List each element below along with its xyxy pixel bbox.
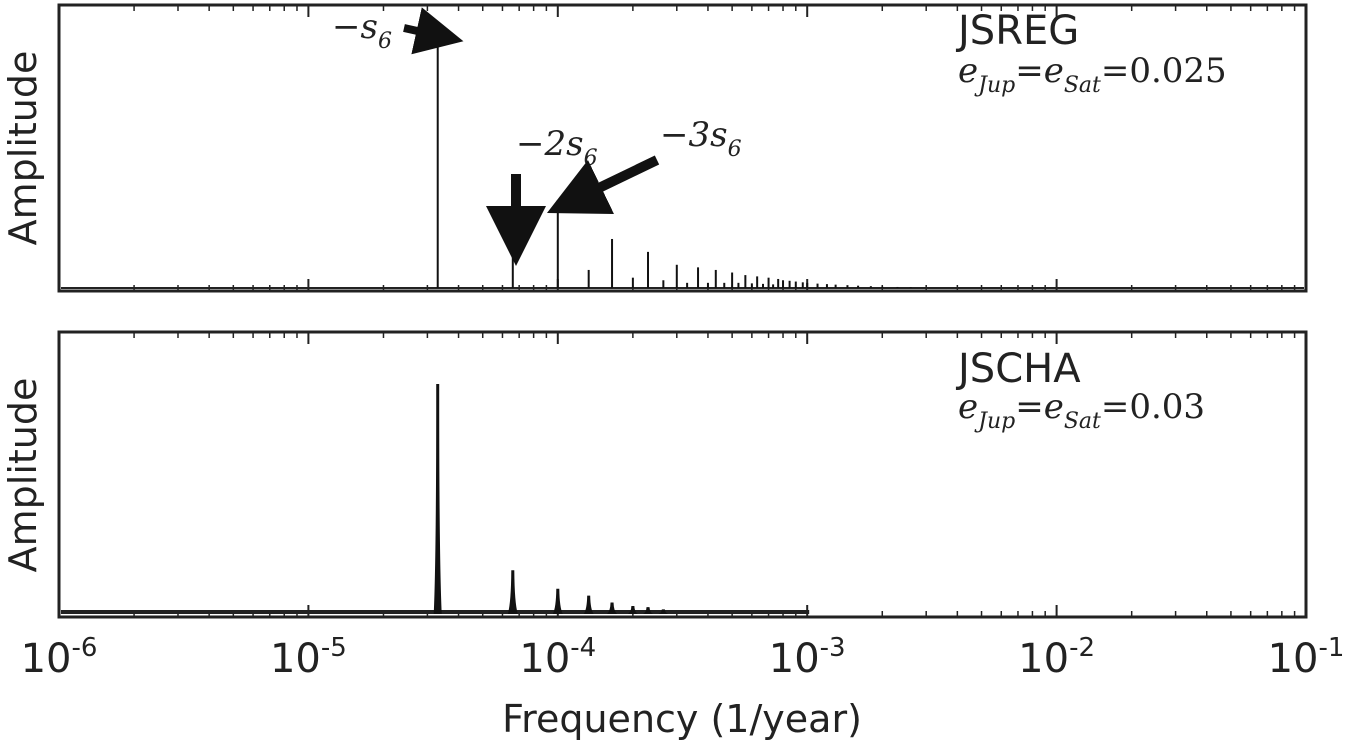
bottom-panel-title: JSCHA xyxy=(955,346,1081,392)
annotation-3s6-subscript: 6 xyxy=(728,137,742,162)
bottom-peak xyxy=(507,570,518,614)
x-tick-label: 10-2 xyxy=(1018,633,1095,682)
bottom-peak xyxy=(583,595,594,614)
x-tick-label: 10-6 xyxy=(21,633,98,682)
bottom-panel-condition: eJup=eSat=0.03 xyxy=(958,387,1205,434)
bottom-peak xyxy=(627,605,638,614)
annotation-3s6-label: −3s xyxy=(660,115,728,155)
x-tick-base: 10 xyxy=(769,636,820,682)
annotation-s6: −s6 xyxy=(332,7,464,55)
bottom-peak xyxy=(607,602,618,614)
svg-text:−s6: −s6 xyxy=(332,7,392,54)
x-tick-label: 10-5 xyxy=(270,633,347,682)
x-tick-exponent: -4 xyxy=(570,633,596,663)
condition-subscript: Jup xyxy=(974,73,1015,98)
annotation-2s6: −2s6 xyxy=(486,124,598,266)
annotation-s6-label: −s xyxy=(332,7,378,47)
annotation-s6-subscript: 6 xyxy=(378,29,392,54)
condition-equals: = xyxy=(1015,51,1044,91)
bottom-peak xyxy=(643,607,654,614)
x-tick-label: 10-4 xyxy=(519,633,596,682)
top-panel-title: JSREG xyxy=(955,8,1079,54)
bottom-peak xyxy=(658,609,669,614)
x-tick-base: 10 xyxy=(519,636,570,682)
condition-symbol: e xyxy=(1044,51,1064,91)
x-tick-exponent: -5 xyxy=(321,633,347,663)
svg-text:−2s6: −2s6 xyxy=(516,124,598,171)
x-tick-label: 10-1 xyxy=(1268,633,1345,682)
top-y-axis-label: Amplitude xyxy=(1,51,45,246)
x-tick-exponent: -1 xyxy=(1318,633,1344,663)
x-tick-base: 10 xyxy=(1018,636,1069,682)
bottom-plot-frame xyxy=(57,330,1308,619)
bottom-x-ticks xyxy=(58,332,1307,617)
svg-text:−3s6: −3s6 xyxy=(660,115,742,162)
condition-symbol: e xyxy=(1044,387,1064,427)
top-panel-condition: eJup=eSat=0.025 xyxy=(958,51,1227,98)
bottom-spectrum xyxy=(61,384,810,614)
annotation-3s6-arrow xyxy=(546,155,660,215)
top-panel: Amplitude JSREG eJup=eSat=0.025 −s6 −2s6… xyxy=(1,3,1308,293)
x-tick-exponent: -3 xyxy=(820,633,846,663)
condition-equals: = xyxy=(1015,387,1044,427)
x-tick-base: 10 xyxy=(270,636,321,682)
x-tick-exponent: -2 xyxy=(1069,633,1095,663)
bottom-y-axis-label: Amplitude xyxy=(1,378,45,573)
condition-subscript: Jup xyxy=(974,409,1015,434)
bottom-panel: Amplitude JSCHA eJup=eSat=0.03 10-6 10-5 1… xyxy=(1,330,1345,741)
x-tick-base: 10 xyxy=(1268,636,1319,682)
bottom-peak xyxy=(552,588,563,614)
x-tick-exponent: -6 xyxy=(71,633,97,663)
condition-symbol: e xyxy=(958,51,978,91)
condition-symbol: e xyxy=(958,387,978,427)
bottom-peak xyxy=(433,384,442,614)
x-tick-base: 10 xyxy=(21,636,72,682)
top-spectrum xyxy=(61,30,1304,289)
condition-value: =0.025 xyxy=(1101,51,1227,91)
condition-subscript: Sat xyxy=(1064,409,1101,434)
x-tick-labels: 10-6 10-5 10-4 10-3 10-2 10-1 xyxy=(21,633,1345,682)
x-tick-label: 10-3 xyxy=(769,633,846,682)
annotation-s6-arrow xyxy=(403,7,464,55)
top-plot-frame xyxy=(57,3,1308,293)
condition-value: =0.03 xyxy=(1101,387,1205,427)
annotation-2s6-label: −2s xyxy=(516,124,584,164)
condition-subscript: Sat xyxy=(1064,73,1101,98)
annotation-3s6: −3s6 xyxy=(546,115,742,215)
annotation-2s6-subscript: 6 xyxy=(584,146,598,171)
x-axis-label: Frequency (1/year) xyxy=(502,697,862,741)
